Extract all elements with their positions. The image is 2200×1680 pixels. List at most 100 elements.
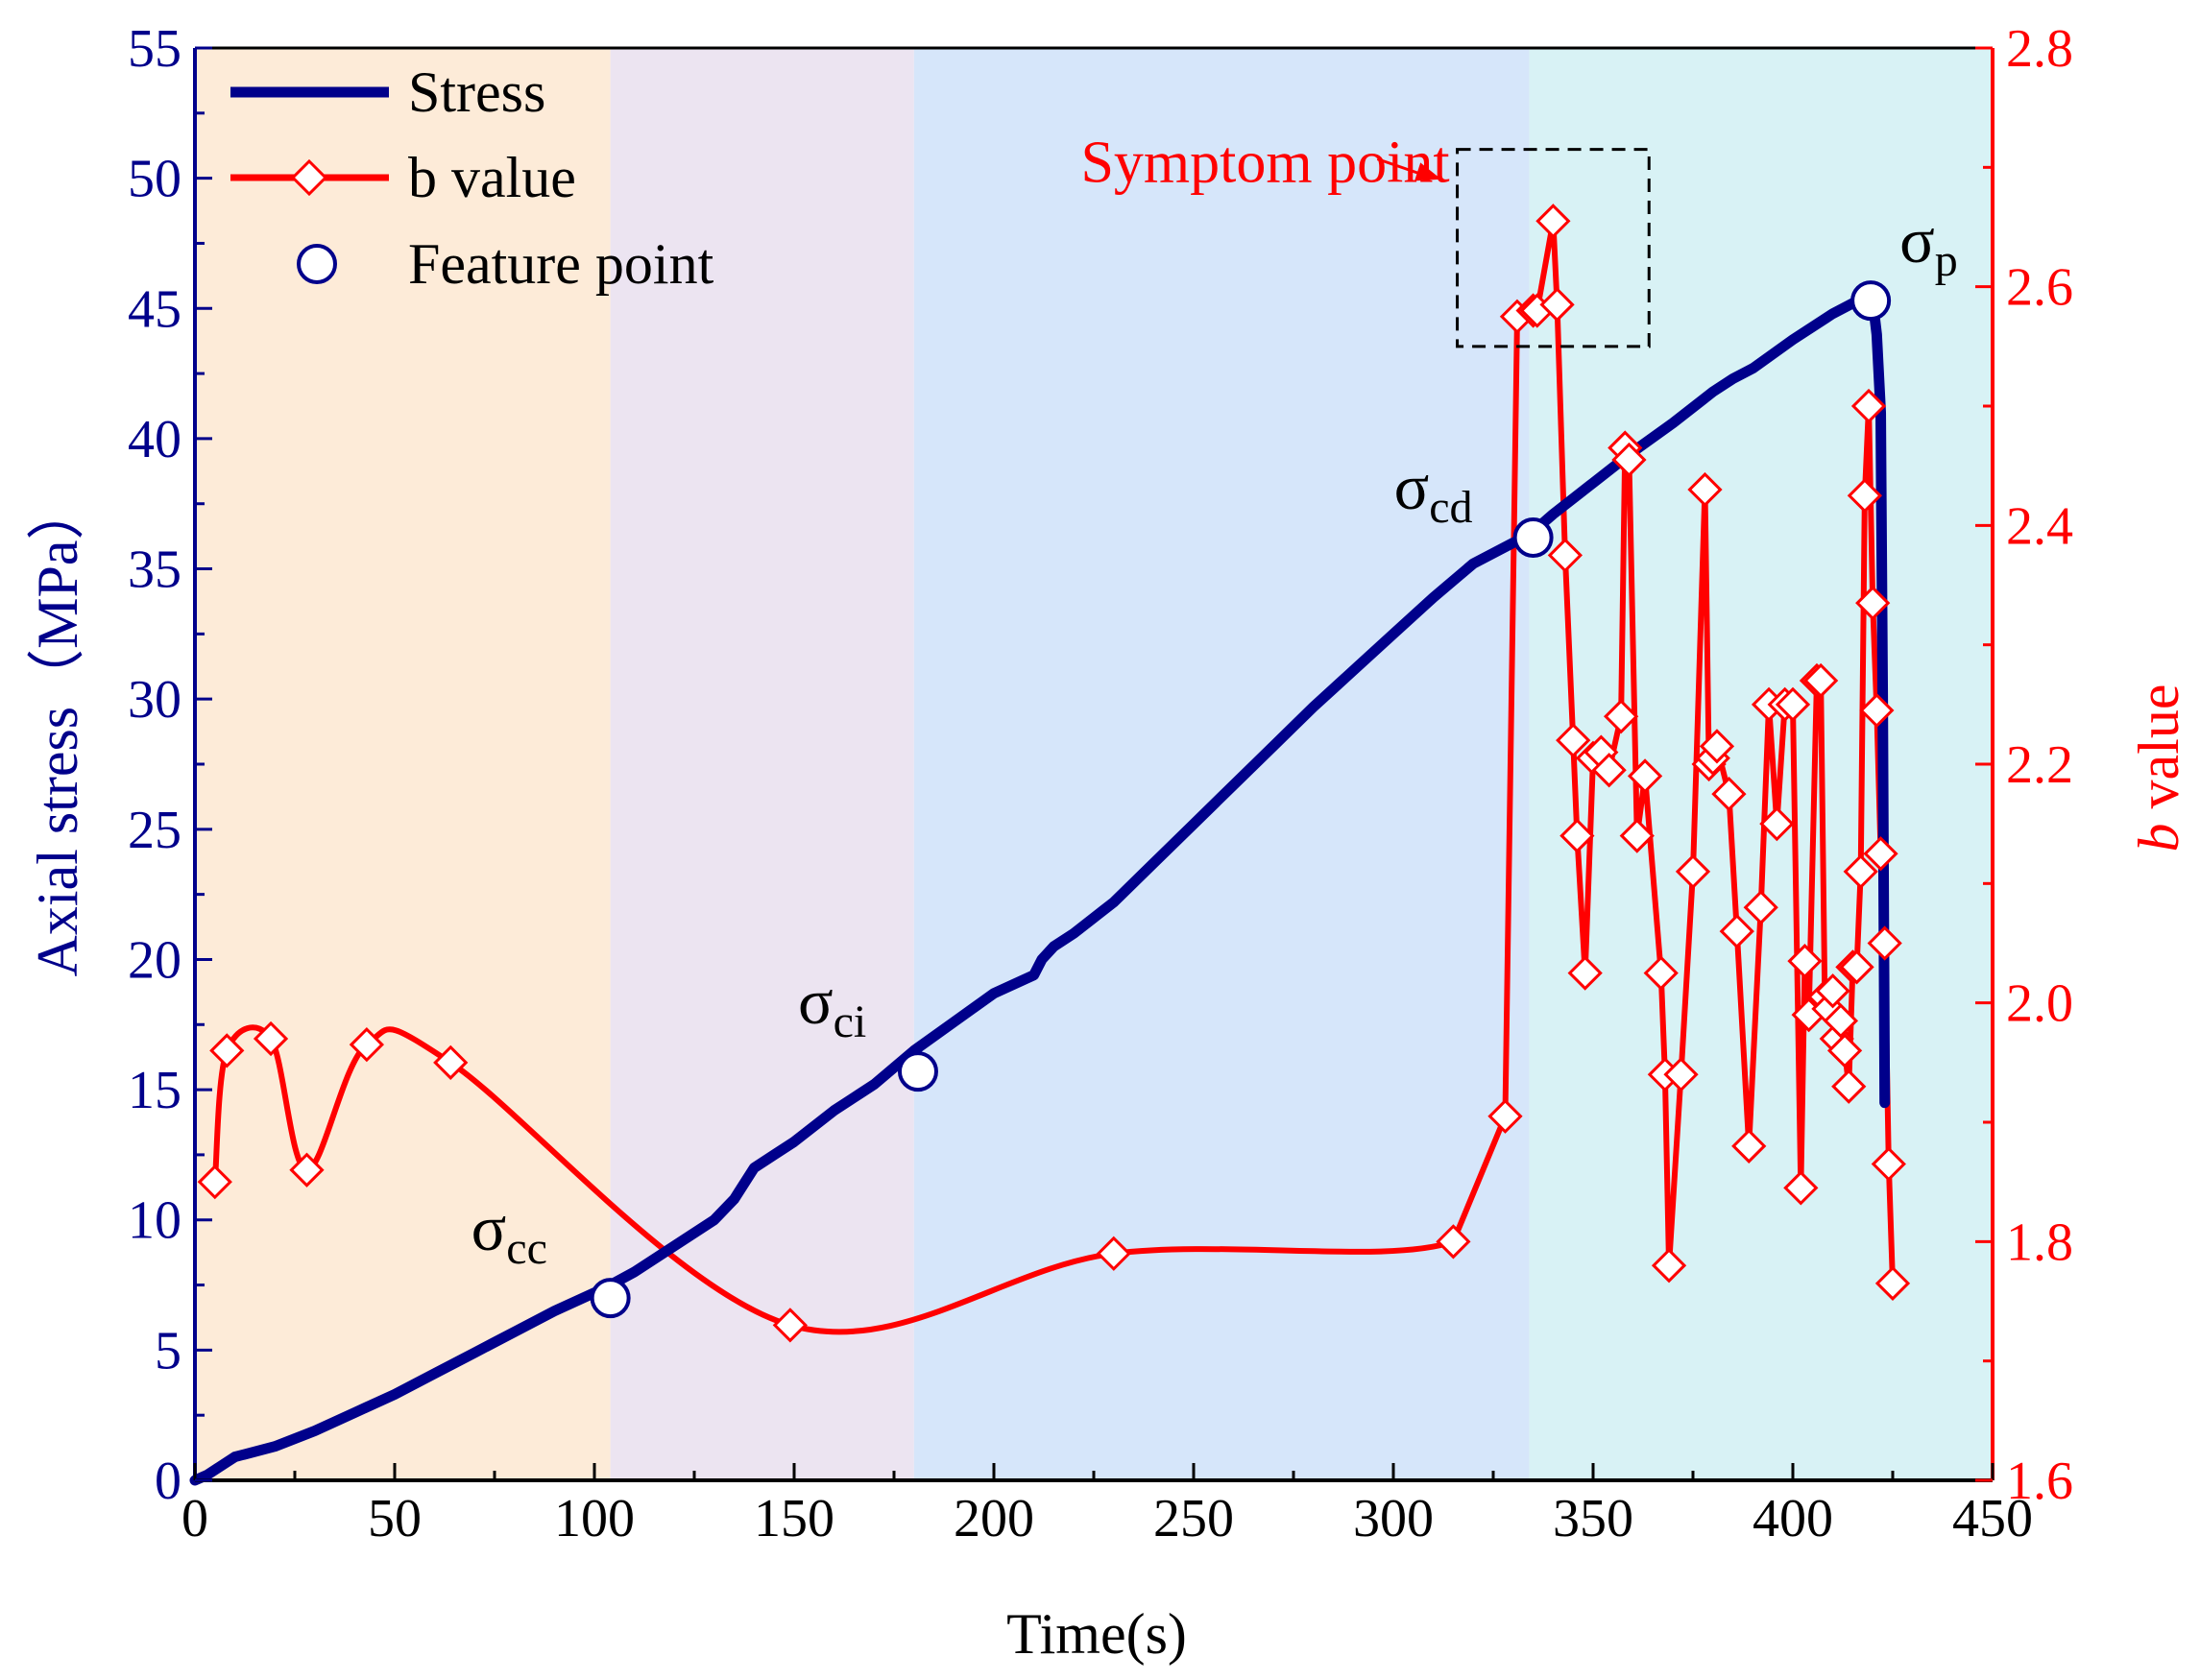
b-value-point <box>1850 388 1887 424</box>
b-value-point <box>1603 699 1639 734</box>
b-value-point <box>1535 204 1571 239</box>
b-value-point <box>197 1164 232 1200</box>
b-value-point <box>1675 853 1711 890</box>
b-value-point <box>349 1027 385 1063</box>
b-value-point <box>1863 836 1898 872</box>
b-value-point <box>1663 1057 1699 1092</box>
y-right-tick-label: 1.6 <box>2006 1452 2073 1511</box>
b-value-point <box>1627 758 1663 794</box>
b-value-point <box>1436 1224 1471 1260</box>
label-sigma-ci-sigma: σ <box>798 965 834 1038</box>
y-left-tick-label: 45 <box>128 279 181 339</box>
b-value-point <box>289 1152 325 1188</box>
x-tick-label: 450 <box>1952 1489 2033 1548</box>
x-tick-label: 150 <box>754 1489 834 1548</box>
x-axis-title: Time(s) <box>1006 1602 1187 1666</box>
y-left-tick-label: 20 <box>128 930 181 990</box>
legend-stress-label: Stress <box>408 60 545 124</box>
x-tick-label: 0 <box>181 1489 208 1548</box>
b-value-point <box>1855 586 1891 621</box>
b-value-point <box>772 1308 808 1343</box>
x-tick-label: 250 <box>1153 1489 1234 1548</box>
feature-point <box>590 1278 631 1319</box>
series-markers <box>197 204 1911 1343</box>
b-value-point <box>1731 1128 1767 1164</box>
b-value-point <box>1687 471 1723 508</box>
y-axis-right-title: b value <box>2127 684 2190 852</box>
b-value-point <box>253 1020 289 1057</box>
y-right-tick-label: 2.4 <box>2006 496 2073 556</box>
y-right-tick-label: 2.0 <box>2006 974 2073 1034</box>
label-sigma-ci-subscript: ci <box>834 996 867 1047</box>
y-axis-right-title-rest: value <box>2127 684 2190 824</box>
symptom-label: Symptom point <box>1080 130 1449 195</box>
b-value-point <box>1539 287 1575 323</box>
y-left-tick-label: 35 <box>128 540 181 600</box>
label-sigma-cc-subscript: cc <box>506 1223 547 1274</box>
b-value-point <box>1859 692 1895 729</box>
label-sigma-p: σp <box>1899 204 1958 286</box>
label-sigma-cd: σcd <box>1394 450 1473 533</box>
b-value-point <box>1743 890 1778 925</box>
symptom-arrow-head <box>1414 162 1441 181</box>
y-left-tick-label: 5 <box>155 1321 181 1380</box>
y-axis-right-title-b: b <box>2127 823 2190 852</box>
b-value-point <box>1556 723 1591 758</box>
x-tick-label: 400 <box>1753 1489 1833 1548</box>
y-left-tick-label: 30 <box>128 670 181 730</box>
legend-feature-label: Feature point <box>408 232 714 296</box>
label-sigma-cc: σcc <box>471 1191 547 1274</box>
label-sigma-p-subscript: p <box>1935 235 1958 286</box>
b-value-point <box>1802 662 1839 699</box>
y-left-tick-label: 50 <box>128 150 181 209</box>
b-value-point <box>1831 1068 1867 1104</box>
axes: 0 50 100 150 200 250 300 350 400 450 0 5 10 15 20 25 30 3… <box>128 19 2073 1548</box>
b-value-point <box>1611 442 1647 478</box>
label-sigma-p-sigma: σ <box>1899 204 1935 276</box>
stage-band-2 <box>610 48 914 1480</box>
stage-band-3 <box>913 48 1530 1480</box>
b-value-point <box>1843 853 1878 890</box>
y-left-tick-label: 55 <box>128 19 181 79</box>
b-value-point <box>1487 1098 1523 1134</box>
b-value-point <box>1719 913 1754 949</box>
b-value-point <box>1699 729 1735 764</box>
label-sigma-cd-subscript: cd <box>1429 482 1472 533</box>
y-left-tick-label: 15 <box>128 1061 181 1120</box>
b-value-point <box>1711 776 1747 812</box>
x-tick-label: 350 <box>1553 1489 1633 1548</box>
b-value-point <box>1839 949 1874 985</box>
b-value-point <box>1871 1146 1906 1182</box>
b-value-point <box>1847 478 1883 514</box>
label-sigma-cd-sigma: σ <box>1394 450 1430 523</box>
b-value-point <box>1783 1170 1819 1206</box>
legend: Stress b value Feature point <box>230 60 714 296</box>
stress-line <box>189 290 1891 1486</box>
y-right-tick-label: 2.2 <box>2006 735 2073 795</box>
b-value-point <box>1591 753 1627 788</box>
b-value-point <box>1867 925 1902 961</box>
b-value-point <box>1815 973 1850 1009</box>
b-value-point <box>1559 818 1595 853</box>
b-value-point <box>1547 538 1584 573</box>
legend-b-marker <box>290 158 328 197</box>
y-right-tick-label: 1.8 <box>2006 1212 2073 1272</box>
b-value-point <box>1643 955 1679 991</box>
legend-b-label: b value <box>408 146 576 209</box>
b-value-point <box>209 1033 245 1068</box>
label-sigma-cc-sigma: σ <box>471 1191 507 1264</box>
x-tick-label: 200 <box>954 1489 1034 1548</box>
b-value-point <box>1874 1265 1911 1301</box>
symptom-box <box>1456 148 1651 348</box>
b-value-point <box>1096 1236 1131 1271</box>
b-value-point <box>1823 1003 1859 1039</box>
b-value-point <box>1651 1248 1687 1284</box>
b-value-point <box>1775 686 1811 722</box>
x-tick-label: 50 <box>368 1489 422 1548</box>
b-value-point <box>1787 944 1823 979</box>
b-value-point <box>433 1044 469 1080</box>
y-right-tick-label: 2.6 <box>2006 258 2073 318</box>
y-axis-left-title: Axial stress（MPa） <box>26 483 89 977</box>
y-left-tick-label: 0 <box>155 1452 181 1511</box>
b-value-point <box>1619 818 1655 853</box>
